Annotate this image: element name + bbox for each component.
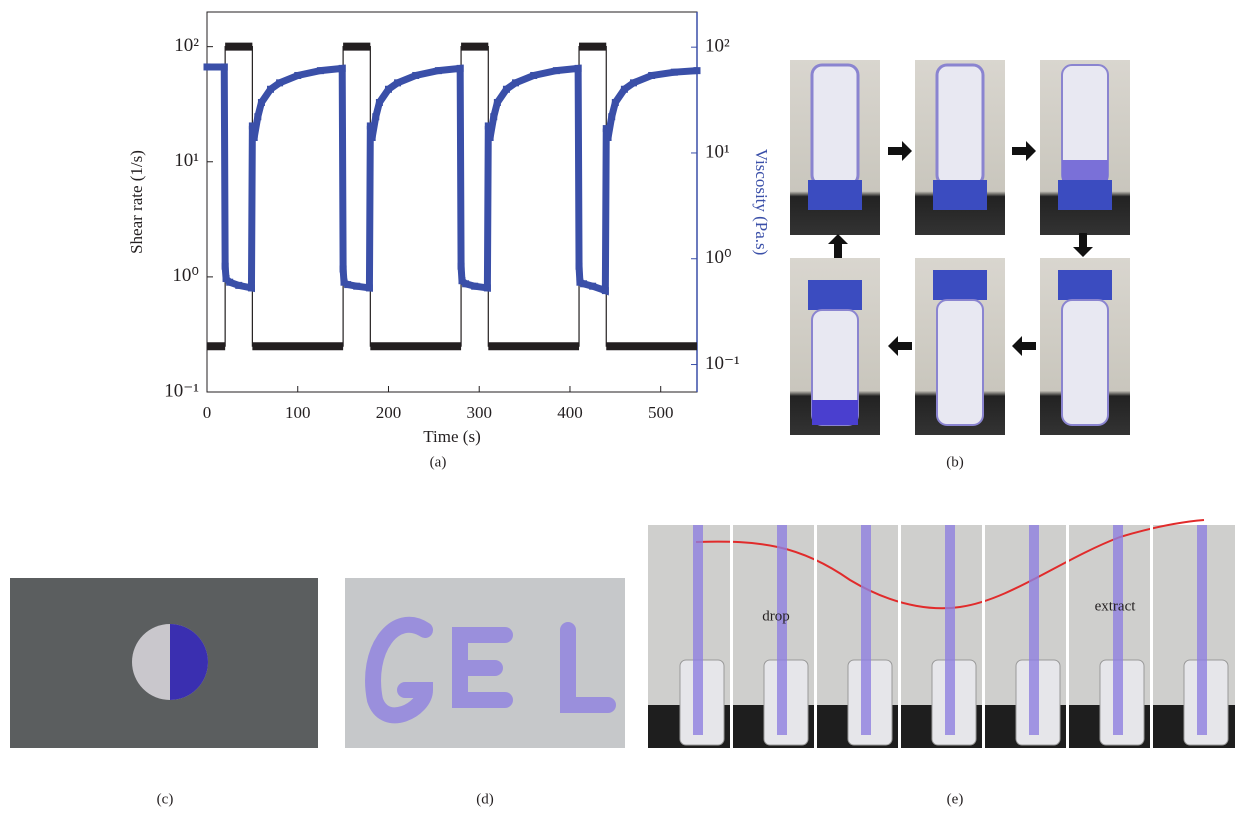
separator	[814, 525, 817, 748]
y2-tick-label: 10⁻¹	[705, 353, 740, 374]
panel-label: (c)	[157, 791, 174, 807]
pipette	[1113, 525, 1123, 735]
figure: 0 100 200 300 400 500 10⁻¹ 10⁰ 10¹ 10² 10⁻¹ 10⁰ 10¹ 1…	[0, 0, 1238, 815]
panel-label: (a)	[430, 454, 447, 470]
pipette	[693, 525, 703, 735]
photos-b	[790, 60, 1130, 435]
series-band	[207, 67, 697, 291]
panel-label: (b)	[946, 454, 964, 470]
y-tick-label: 10⁻¹	[164, 380, 199, 401]
separator	[982, 525, 985, 748]
separator	[1066, 525, 1069, 748]
separator	[1150, 525, 1153, 748]
pipette	[1197, 525, 1207, 735]
y2-tick-label: 10²	[705, 36, 730, 57]
y-tick-label: 10¹	[174, 150, 199, 171]
pipette	[945, 525, 955, 735]
pipette	[861, 525, 871, 735]
x-axis-label: Time (s)	[423, 427, 480, 446]
x-tick-label: 200	[376, 403, 402, 422]
x-tick-label: 300	[466, 403, 492, 422]
y-tick-label: 10⁰	[172, 265, 199, 286]
y-tick-label: 10²	[174, 35, 199, 56]
y2-tick-label: 10¹	[705, 141, 730, 162]
pipette	[777, 525, 787, 735]
separator	[730, 525, 733, 748]
y-axis-label: Shear rate (1/s)	[127, 150, 146, 254]
photo-d	[345, 578, 625, 748]
panel-label: (e)	[947, 791, 964, 807]
panel-label: (d)	[476, 791, 494, 807]
separator	[898, 525, 901, 748]
pipette	[1029, 525, 1039, 735]
x-tick-label: 400	[557, 403, 583, 422]
annotation: extract	[1095, 598, 1137, 614]
x-tick-label: 100	[285, 403, 311, 422]
photo-c	[10, 578, 318, 748]
photo-e	[648, 520, 1235, 748]
y2-axis-label: Viscosity (Pa.s)	[752, 149, 771, 256]
chart-a: 0 100 200 300 400 500 10⁻¹ 10⁰ 10¹ 10² 10⁻¹ 10⁰ 10¹ 1…	[127, 12, 771, 446]
y2-tick-label: 10⁰	[705, 247, 732, 268]
annotation: drop	[762, 608, 790, 624]
x-tick-label: 0	[203, 403, 212, 422]
x-tick-label: 500	[648, 403, 674, 422]
series-line	[207, 67, 697, 291]
